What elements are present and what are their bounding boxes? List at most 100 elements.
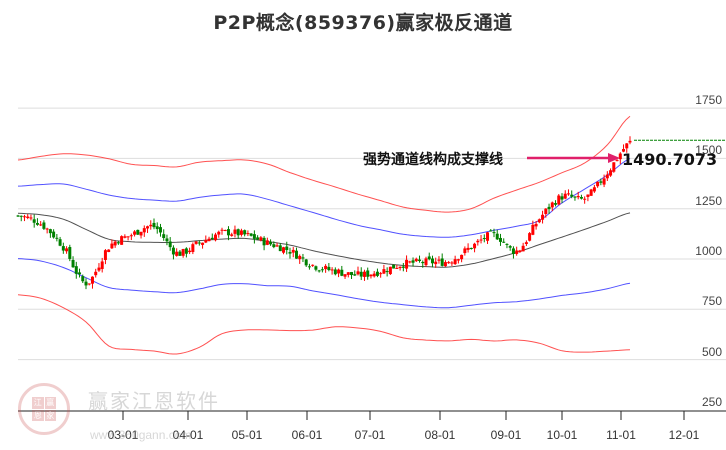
candle-up (395, 267, 399, 269)
candle-up (583, 198, 587, 200)
watermark-logo-char: 家 (44, 409, 56, 421)
candle-up (230, 234, 234, 236)
candle-down (421, 261, 425, 264)
candle-down (469, 247, 473, 249)
candle-up (450, 262, 454, 264)
watermark-logo-char: 江 (32, 397, 44, 409)
candle-up (90, 276, 94, 284)
candle-down (81, 276, 85, 282)
candle-up (126, 236, 130, 238)
x-tick-label: 08-01 (424, 428, 456, 442)
candle-down (359, 271, 363, 277)
candle-up (596, 181, 600, 187)
candle-up (424, 258, 428, 266)
candle-up (362, 271, 366, 277)
candle-down (52, 231, 56, 238)
candle-up (120, 236, 124, 245)
candle-up (45, 228, 49, 230)
candle-down (116, 242, 120, 244)
candlesticks (16, 136, 726, 290)
candle-up (265, 240, 269, 245)
candle-down (32, 219, 36, 223)
x-tick-label: 11-01 (606, 428, 636, 442)
candle-up (437, 259, 441, 261)
candle-up (550, 202, 554, 208)
candle-down (19, 215, 23, 217)
candle-up (521, 245, 525, 252)
candle-up (379, 273, 383, 275)
candle-down (152, 222, 156, 228)
candle-up (476, 240, 480, 243)
candle-down (178, 251, 182, 256)
candle-down (243, 230, 247, 235)
x-tick-label: 06-01 (291, 428, 323, 442)
candle-up (369, 274, 373, 277)
candle-up (107, 249, 111, 253)
candle-up (22, 216, 26, 218)
candle-down (304, 259, 308, 266)
candle-up (528, 233, 532, 241)
upper-outer-band (17, 115, 631, 213)
candle-up (194, 241, 198, 244)
candle-down (252, 234, 256, 239)
lower-outer-band (17, 294, 631, 355)
x-tick-label: 04-01 (172, 428, 204, 442)
candle-up (592, 187, 596, 192)
candle-down (599, 181, 603, 183)
candle-down (440, 258, 444, 266)
candle-down (492, 232, 496, 234)
candle-down (162, 234, 166, 239)
candle-down (511, 248, 515, 254)
candle-up (181, 249, 185, 256)
candle-up (625, 143, 629, 149)
upper-inner-band (17, 158, 631, 238)
candle-up (382, 269, 386, 274)
candle-down (430, 258, 434, 264)
watermark-logo-char: 恩 (32, 409, 44, 421)
candle-down (55, 237, 59, 239)
chart-title: P2P概念(859376)赢家极反通道 (213, 12, 513, 34)
candle-down (58, 239, 62, 246)
candle-up (65, 248, 69, 252)
candle-up (246, 233, 250, 235)
candle-up (356, 271, 360, 275)
y-tick-label: 750 (701, 294, 722, 309)
candle-up (149, 224, 153, 227)
candle-down (375, 271, 379, 276)
candle-up (466, 247, 470, 250)
candle-down (547, 206, 551, 210)
candle-up (537, 219, 541, 223)
candle-up (129, 235, 133, 237)
y-tick-label: 500 (701, 344, 722, 359)
candle-up (233, 229, 237, 234)
lower-inner-band (17, 258, 631, 309)
candle-down (294, 250, 298, 259)
candle-down (392, 264, 396, 269)
candle-down (401, 266, 405, 268)
candle-up (214, 234, 218, 241)
candle-up (541, 214, 545, 220)
candle-down (320, 269, 324, 271)
candle-up (524, 242, 528, 245)
grid-lines (18, 107, 726, 361)
candle-up (94, 271, 98, 276)
candle-up (204, 240, 208, 243)
annotation-arrow (527, 153, 620, 163)
candle-up (330, 269, 334, 271)
candle-up (139, 231, 143, 236)
candle-up (605, 174, 609, 179)
candle-up (146, 226, 150, 229)
candle-down (74, 266, 78, 274)
candle-up (586, 194, 590, 197)
candle-down (498, 237, 502, 242)
candle-up (453, 259, 457, 265)
candle-down (327, 266, 331, 271)
candle-down (236, 229, 240, 236)
candle-up (217, 231, 221, 235)
candle-up (612, 162, 616, 172)
candle-up (123, 236, 127, 238)
x-axis (18, 410, 726, 420)
candle-up (557, 195, 561, 205)
candle-up (460, 254, 464, 260)
